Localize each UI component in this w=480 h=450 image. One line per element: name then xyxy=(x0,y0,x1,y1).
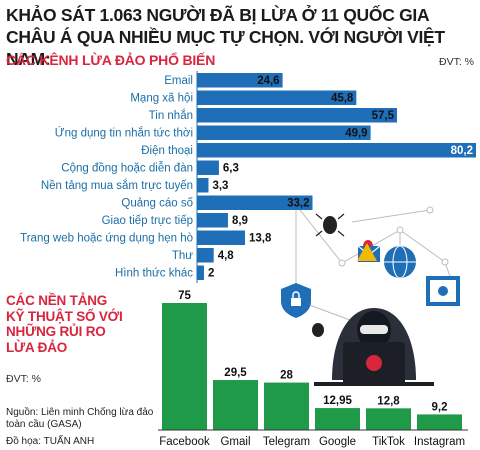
channel-value-label: 80,2 xyxy=(451,145,473,157)
source-note: Nguồn: Liên minh Chống lừa đảo toàn cầu … xyxy=(6,407,154,430)
platforms-chart-title: CÁC NỀN TẢNG KỸ THUẬT SỐ VỚI NHỮNG RỦI R… xyxy=(6,293,123,355)
channel-value-label: 57,5 xyxy=(372,110,395,122)
channel-category-label: Nền tảng mua sắm trực tuyến xyxy=(41,179,193,192)
channel-value-label: 49,9 xyxy=(345,128,367,140)
channel-value-label: 45,8 xyxy=(331,93,354,105)
platform-bar xyxy=(213,380,258,430)
page-title: KHẢO SÁT 1.063 NGƯỜI ĐÃ BỊ LỪA Ở 11 QUỐC… xyxy=(6,5,445,69)
channel-bar xyxy=(197,143,476,158)
platform-value-label: 28 xyxy=(280,370,293,382)
channel-category-label: Ứng dụng tin nhắn tức thời xyxy=(55,127,193,140)
platform-bar xyxy=(417,414,462,430)
channel-bar xyxy=(197,248,214,263)
channel-category-label: Điện thoại xyxy=(141,145,193,157)
globe-icon xyxy=(384,245,416,279)
bug-icon xyxy=(315,213,345,237)
platform-category-label: Google xyxy=(319,436,356,448)
browser-lock-icon xyxy=(426,276,460,306)
platform-value-label: 12,95 xyxy=(323,395,352,407)
channels-chart-title: CÁC KÊNH LỪA ĐẢO PHỔ BIẾN xyxy=(6,52,216,68)
channel-category-label: Giao tiếp trực tiếp xyxy=(102,215,193,227)
channel-category-label: Cộng đồng hoặc diễn đàn xyxy=(61,162,193,175)
channel-bar xyxy=(197,108,398,123)
channel-value-label: 33,2 xyxy=(287,198,309,210)
platform-category-label: Facebook xyxy=(159,436,210,448)
channel-bar xyxy=(197,195,313,210)
channel-value-label: 8,9 xyxy=(232,215,248,227)
channel-value-label: 24,6 xyxy=(257,75,279,87)
platform-value-label: 12,8 xyxy=(377,395,400,407)
channels-bar-chart: Email 24,6 Mạng xã hội 45,8 Tin nhắn 57,5 Ứng … xyxy=(20,71,476,283)
channel-category-label: Email xyxy=(164,75,193,87)
platform-value-label: 29,5 xyxy=(224,367,247,379)
platform-bar xyxy=(264,382,309,430)
channel-bar xyxy=(197,265,204,280)
platform-category-label: Instagram xyxy=(414,436,465,448)
platform-bar xyxy=(315,408,360,430)
platforms-unit-label: ĐVT: % xyxy=(6,373,42,385)
platforms-bar-chart: 75 Facebook 29,5 Gmail 28 Telegram 12,95 Google… xyxy=(158,290,468,448)
channel-value-label: 3,3 xyxy=(212,180,228,192)
shield-lock-icon xyxy=(281,283,311,318)
platform-category-label: Telegram xyxy=(263,436,310,448)
channel-bar xyxy=(197,178,209,193)
channel-category-label: Quảng cáo số xyxy=(121,198,193,210)
channel-value-label: 6,3 xyxy=(223,163,239,175)
channel-category-label: Trang web hoặc ứng dụng hẹn hò xyxy=(20,233,193,245)
channel-bar xyxy=(197,125,371,140)
channel-value-label: 4,8 xyxy=(218,250,235,262)
graphics-credit: Đồ họa: TUẤN ANH xyxy=(6,436,95,447)
platform-category-label: Gmail xyxy=(220,436,250,448)
hacker-figure xyxy=(314,308,434,386)
platform-category-label: TikTok xyxy=(372,436,405,448)
channel-value-label: 13,8 xyxy=(249,233,272,245)
channel-value-label: 2 xyxy=(208,268,214,280)
platform-value-label: 75 xyxy=(178,290,191,302)
channel-bar xyxy=(197,160,219,175)
hacker-illustration xyxy=(281,204,460,386)
channel-bar xyxy=(197,90,357,105)
channel-bar xyxy=(197,230,246,245)
network-nodes xyxy=(292,206,449,304)
channel-bar xyxy=(197,213,228,228)
channel-category-label: Tin nhắn xyxy=(149,109,193,122)
platform-value-label: 9,2 xyxy=(432,401,448,413)
channel-category-label: Mạng xã hội xyxy=(130,93,193,105)
channel-category-label: Hình thức khác xyxy=(115,268,193,280)
platform-bar xyxy=(162,303,207,430)
warning-icon xyxy=(357,243,377,261)
platform-bar xyxy=(366,408,411,430)
channel-bar xyxy=(197,73,283,88)
channels-unit-label: ĐVT: % xyxy=(438,56,474,68)
bug-icon xyxy=(312,323,324,337)
channel-category-label: Thư xyxy=(172,250,193,262)
